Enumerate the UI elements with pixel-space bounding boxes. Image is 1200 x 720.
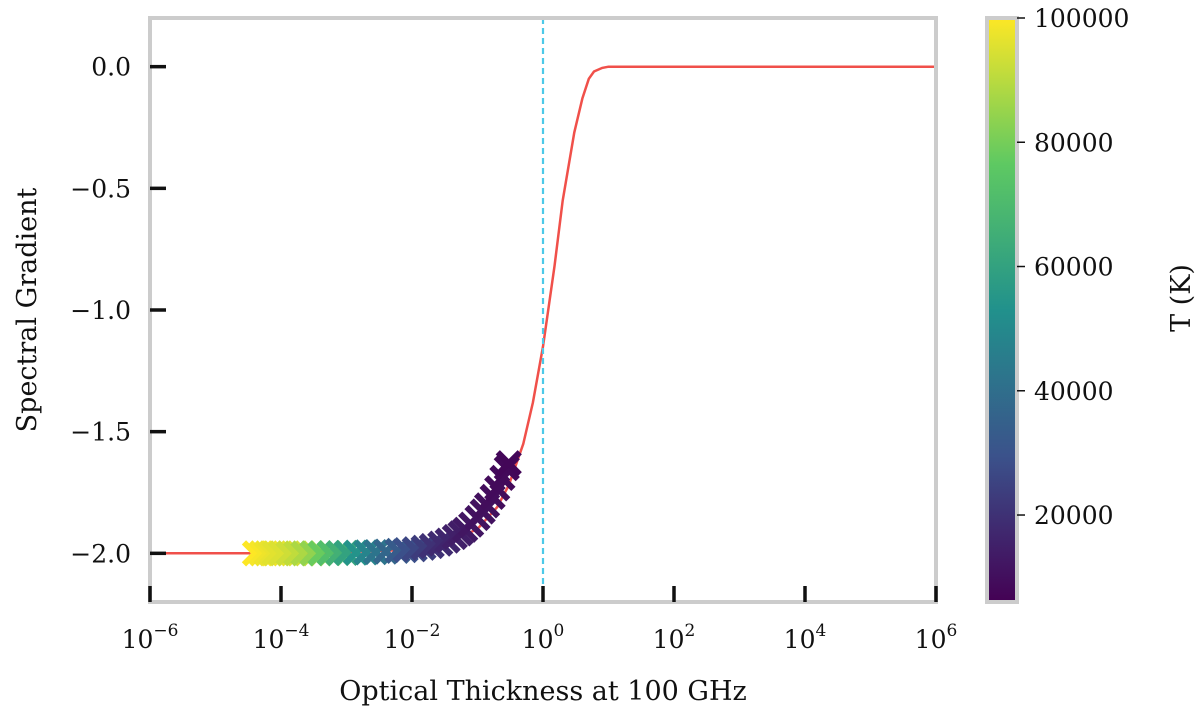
x-tick-label: 10−6 bbox=[122, 621, 179, 654]
y-axis-label: Spectral Gradient bbox=[12, 188, 43, 433]
colorbar-tick-label: 20000 bbox=[1034, 501, 1114, 530]
temperature-marker bbox=[342, 539, 370, 566]
x-tick-label: 10−2 bbox=[384, 621, 441, 654]
colorbar-tick-label: 40000 bbox=[1034, 377, 1114, 406]
temperature-marker bbox=[427, 530, 454, 557]
x-tick-label: 104 bbox=[784, 621, 827, 654]
temperature-marker bbox=[333, 539, 360, 566]
y-tick-label: −1.0 bbox=[70, 296, 131, 325]
y-tick-label: −0.5 bbox=[70, 174, 131, 203]
colorbar-tick-label: 80000 bbox=[1034, 128, 1114, 157]
temperature-marker bbox=[495, 450, 522, 477]
y-tick-label: 0.0 bbox=[91, 53, 131, 82]
x-tick-label: 10−4 bbox=[253, 621, 310, 654]
x-tick-label: 106 bbox=[915, 621, 958, 654]
temperature-marker bbox=[353, 539, 380, 566]
colorbar-label: T (K) bbox=[1166, 264, 1197, 332]
x-tick-label: 102 bbox=[653, 621, 696, 654]
y-tick-label: −2.0 bbox=[70, 539, 131, 568]
colorbar-tick-label: 60000 bbox=[1034, 253, 1114, 282]
x-axis-label: Optical Thickness at 100 GHz bbox=[339, 676, 747, 707]
x-tick-label: 100 bbox=[522, 621, 565, 654]
colorbar-tick-label: 100000 bbox=[1034, 4, 1129, 33]
y-tick-label: −1.5 bbox=[70, 418, 131, 447]
colorbar bbox=[985, 16, 1019, 604]
